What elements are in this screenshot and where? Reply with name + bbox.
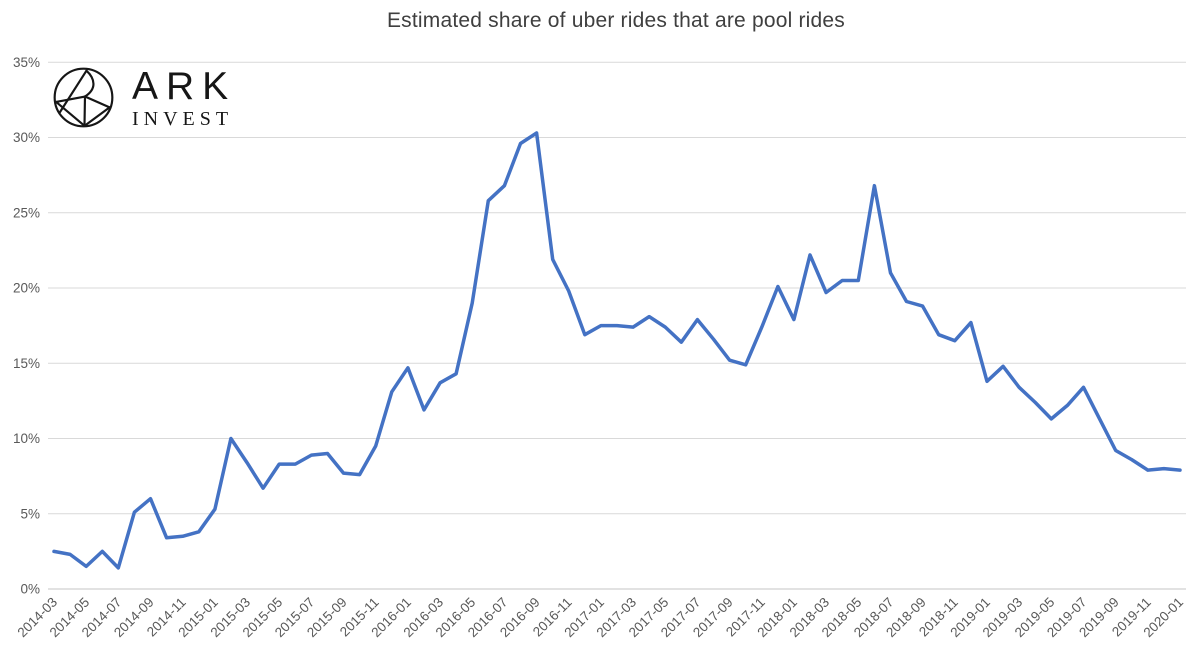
ark-logo-ark-label: ARK	[132, 64, 237, 108]
y-axis: 0% 5% 10% 15% 20% 25% 30% 35%	[13, 55, 40, 597]
y-tick-label: 30%	[13, 130, 40, 145]
gridlines	[48, 61, 1186, 590]
y-tick-label: 20%	[13, 281, 40, 296]
y-tick-label: 5%	[20, 506, 40, 521]
y-tick-label: 25%	[13, 205, 40, 220]
y-tick-label: 15%	[13, 356, 40, 371]
ark-logo-wordmark: ARK INVEST	[132, 67, 236, 129]
x-axis: 2014-032014-052014-072014-092014-112015-…	[14, 595, 1186, 641]
ark-invest-logo: ARK INVEST	[52, 66, 236, 129]
y-tick-label: 35%	[13, 55, 40, 70]
y-tick-label: 0%	[20, 582, 40, 597]
pool-share-line	[52, 131, 1182, 570]
ark-logo-invest-label: INVEST	[132, 107, 234, 130]
y-tick-label: 10%	[13, 431, 40, 446]
ark-logo-circle-icon	[53, 67, 114, 128]
chart-title: Estimated share of uber rides that are p…	[386, 9, 846, 32]
